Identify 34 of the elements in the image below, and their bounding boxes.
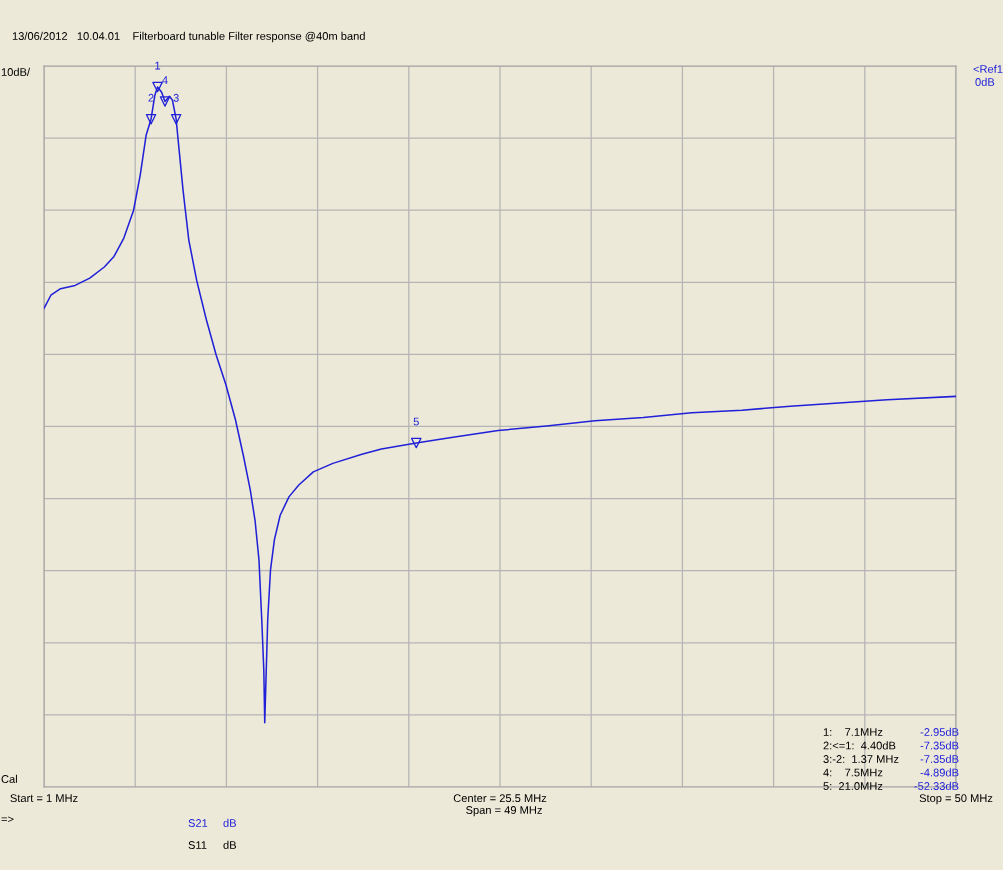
annotation: 5 xyxy=(413,417,419,426)
x-tick-label: Start = 1 MHz xyxy=(10,794,78,803)
annotation: 2 xyxy=(148,93,154,102)
text: -7.35dB xyxy=(920,754,959,763)
annotation: 1 xyxy=(155,61,161,70)
x-tick-label: Stop = 50 MHz xyxy=(919,794,993,805)
text: => xyxy=(1,816,14,823)
text: dB xyxy=(223,818,236,827)
text: -52.33dB xyxy=(914,781,959,790)
text: <Ref1 xyxy=(973,64,1003,73)
text: 10dB/ xyxy=(1,67,31,76)
annotation: 3 xyxy=(173,93,179,102)
text: dB xyxy=(223,840,236,849)
text: 3:-2: 1.37 MHz xyxy=(823,755,899,763)
text: Cal xyxy=(1,774,17,783)
point xyxy=(170,113,182,125)
text: -7.35dB xyxy=(920,741,959,750)
text: Span = 49 MHz xyxy=(466,806,542,817)
text: 5: 21.0MHz xyxy=(823,782,883,790)
text: S21 xyxy=(188,819,208,827)
text: 2:<=1: 4.40dB xyxy=(823,741,896,750)
point xyxy=(145,113,157,125)
chart-subtitle: 13/06/2012 10.04.01 Filterboard tunable Filter response @40m band xyxy=(12,31,365,43)
text: -2.95dB xyxy=(920,727,959,736)
point xyxy=(152,81,163,93)
text: 4: 7.5MHz xyxy=(823,768,883,777)
text: S11 xyxy=(188,841,207,849)
text: -4.89dB xyxy=(920,768,959,777)
x-tick-label: Center = 25.5 MHz xyxy=(453,794,547,803)
annotation: 4 xyxy=(162,76,168,84)
point xyxy=(410,437,422,449)
text: 1: 7.1MHz xyxy=(823,728,883,736)
point xyxy=(159,96,171,107)
text: 0dB xyxy=(975,77,995,86)
